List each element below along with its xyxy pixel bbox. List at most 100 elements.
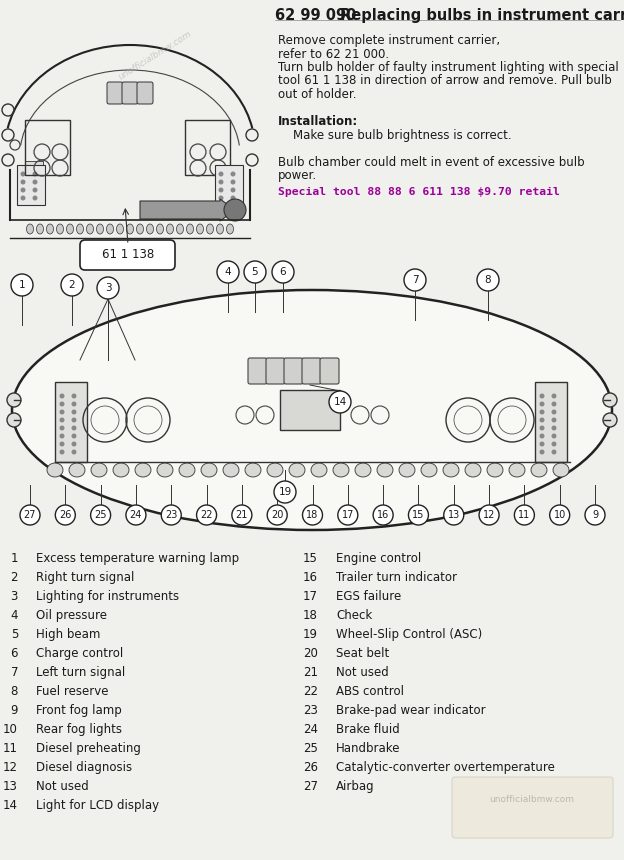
Text: 11: 11 <box>519 510 530 520</box>
Circle shape <box>126 505 146 525</box>
Text: 16: 16 <box>303 571 318 584</box>
Ellipse shape <box>77 224 84 234</box>
Text: Airbag: Airbag <box>336 780 374 793</box>
Text: Right turn signal: Right turn signal <box>36 571 134 584</box>
Bar <box>17 165 45 205</box>
Bar <box>535 382 567 462</box>
Text: 25: 25 <box>94 510 107 520</box>
Text: 17: 17 <box>341 510 354 520</box>
Text: 1: 1 <box>19 280 26 290</box>
Ellipse shape <box>421 463 437 477</box>
FancyBboxPatch shape <box>266 358 285 384</box>
Text: Engine control: Engine control <box>336 552 421 565</box>
Text: 61 1 138: 61 1 138 <box>102 249 154 261</box>
Circle shape <box>585 505 605 525</box>
Circle shape <box>20 505 40 525</box>
Text: Installation:: Installation: <box>278 115 358 128</box>
Text: Handbrake: Handbrake <box>336 742 401 755</box>
FancyBboxPatch shape <box>248 358 267 384</box>
Text: 19: 19 <box>303 628 318 641</box>
Circle shape <box>540 433 545 439</box>
Text: 13: 13 <box>3 780 18 793</box>
Text: Rear fog lights: Rear fog lights <box>36 723 122 736</box>
Bar <box>215 165 243 205</box>
Circle shape <box>540 409 545 415</box>
Ellipse shape <box>47 463 63 477</box>
Text: Diesel diagnosis: Diesel diagnosis <box>36 761 132 774</box>
Text: 62 99 090: 62 99 090 <box>275 8 356 23</box>
Text: 4: 4 <box>11 609 18 622</box>
Ellipse shape <box>157 463 173 477</box>
Circle shape <box>197 505 217 525</box>
Text: power.: power. <box>278 169 317 182</box>
Bar <box>185 120 230 175</box>
Circle shape <box>61 274 83 296</box>
Text: Remove complete instrument carrier,: Remove complete instrument carrier, <box>278 34 500 47</box>
Text: 22: 22 <box>303 685 318 698</box>
Text: 10: 10 <box>553 510 566 520</box>
Circle shape <box>218 180 223 185</box>
Circle shape <box>21 187 26 193</box>
Circle shape <box>217 261 239 283</box>
Text: 14: 14 <box>3 799 18 812</box>
Ellipse shape <box>26 224 34 234</box>
Text: Diesel preheating: Diesel preheating <box>36 742 141 755</box>
Text: Catalytic-converter overtemperature: Catalytic-converter overtemperature <box>336 761 555 774</box>
Bar <box>25 161 43 170</box>
Text: 8: 8 <box>11 685 18 698</box>
Text: 20: 20 <box>303 647 318 660</box>
Ellipse shape <box>399 463 415 477</box>
Ellipse shape <box>465 463 481 477</box>
Text: Check: Check <box>336 609 373 622</box>
Ellipse shape <box>553 463 569 477</box>
Text: Not used: Not used <box>36 780 89 793</box>
Circle shape <box>272 261 294 283</box>
Text: 22: 22 <box>200 510 213 520</box>
Ellipse shape <box>147 224 154 234</box>
Ellipse shape <box>135 463 151 477</box>
Circle shape <box>479 505 499 525</box>
Text: Oil pressure: Oil pressure <box>36 609 107 622</box>
Circle shape <box>59 450 64 454</box>
Text: Special tool 88 88 6 611 138 $9.70 retail: Special tool 88 88 6 611 138 $9.70 retai… <box>278 187 560 197</box>
Circle shape <box>540 402 545 407</box>
Text: 3: 3 <box>105 283 111 293</box>
Circle shape <box>540 417 545 422</box>
Ellipse shape <box>12 290 612 530</box>
Ellipse shape <box>67 224 74 234</box>
Circle shape <box>540 441 545 446</box>
Ellipse shape <box>509 463 525 477</box>
Circle shape <box>267 505 287 525</box>
Ellipse shape <box>311 463 327 477</box>
Text: Not used: Not used <box>336 666 389 679</box>
Circle shape <box>21 171 26 176</box>
Circle shape <box>72 417 77 422</box>
Text: out of holder.: out of holder. <box>278 88 356 101</box>
Ellipse shape <box>443 463 459 477</box>
Ellipse shape <box>333 463 349 477</box>
Text: 7: 7 <box>412 275 418 285</box>
Text: 16: 16 <box>377 510 389 520</box>
FancyArrow shape <box>140 199 235 221</box>
Text: High beam: High beam <box>36 628 100 641</box>
Circle shape <box>552 402 557 407</box>
Circle shape <box>97 277 119 299</box>
Text: ABS control: ABS control <box>336 685 404 698</box>
Text: 9: 9 <box>592 510 598 520</box>
Text: Turn bulb holder of faulty instrument lighting with special: Turn bulb holder of faulty instrument li… <box>278 61 619 74</box>
Circle shape <box>552 417 557 422</box>
Text: 12: 12 <box>483 510 495 520</box>
Circle shape <box>338 505 358 525</box>
Ellipse shape <box>107 224 114 234</box>
Circle shape <box>230 171 235 176</box>
Circle shape <box>404 269 426 291</box>
Circle shape <box>32 171 37 176</box>
Ellipse shape <box>197 224 203 234</box>
Circle shape <box>32 180 37 185</box>
Bar <box>280 390 340 430</box>
Circle shape <box>477 269 499 291</box>
Ellipse shape <box>377 463 393 477</box>
Ellipse shape <box>355 463 371 477</box>
Text: 23: 23 <box>165 510 177 520</box>
Text: 12: 12 <box>3 761 18 774</box>
